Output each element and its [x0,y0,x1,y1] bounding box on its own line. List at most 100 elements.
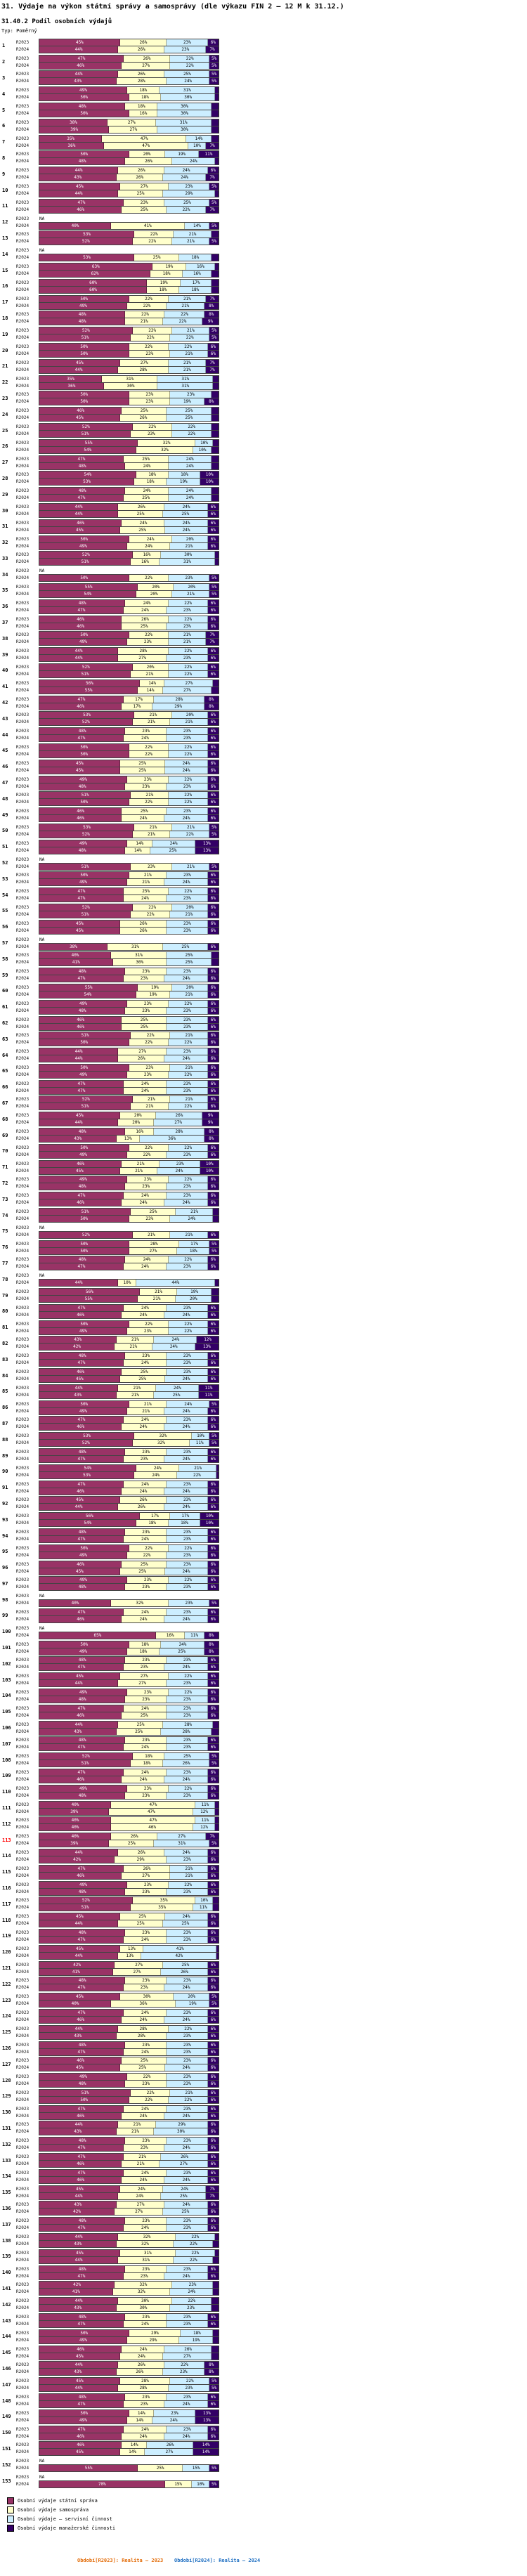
bar-period-label: R2024 [16,527,30,533]
segment-servisni-cinnost: 24% [164,975,208,982]
segment-samosprava: 21% [132,719,171,726]
segment-manazerske-cinnosti [211,687,219,694]
segment-manazerske-cinnosti: 6% [207,504,219,510]
stacked-bar: 43% 28% 23% 6% [39,2031,219,2040]
stacked-bar: 43% 21% 24% 12% [39,1336,219,1344]
bar-line: R2024 43% 13% 36% 8% [15,1135,219,1143]
segment-servisni-cinnost: 23% [167,1417,208,1424]
bar-line: R2024 49% 21% 24% 6% [15,1407,219,1415]
bar-line: R2023 50% 14% 23% 13% [15,2409,219,2417]
bar-line: R2024 51% 21% 22% 6% [15,1102,219,1111]
row-bars: R2023 48% 24% 22% 6% R2024 47% 24% 23% 6% [15,599,219,614]
row-number: 143 [2,2317,11,2324]
segment-manazerske-cinnosti [214,190,219,197]
stacked-bar: 46% 26% 22% 6% [39,615,219,623]
segment-samosprava: 46% [111,1824,194,1831]
segment-manazerske-cinnosti: 6% [207,911,219,918]
segment-samosprava: 21% [125,318,163,325]
bar-period-label: R2024 [16,479,30,485]
segment-manazerske-cinnosti: 5% [209,2001,219,2008]
segment-samosprava: 16% [125,1128,155,1136]
bar-line: R2024 43% 26% 23% 8% [15,2368,219,2376]
chart-row: 10 R2023 45% 27% 23% 5% R2024 44% 25% 29% [0,182,232,198]
bar-period-label: R2024 [16,623,30,629]
segment-samosprava: 18% [131,1760,163,1767]
row-number: 67 [2,1100,8,1106]
bar-line: R2023 48% 23% 23% 6% [15,2265,219,2273]
segment-samosprava: 25% [119,1376,165,1383]
chart-row: 144 R2023 50% 29% 18% R2024 49% 29% 19% [0,2329,232,2345]
stacked-bar: 47% 17% 28% 8% [39,695,219,703]
bar-period-label: R2023 [16,1514,30,1519]
stacked-bar: 48% 23% 23% 6% [39,2393,219,2402]
bar-period-label: R2023 [16,1065,30,1070]
segment-servisni-cinnost: 30% [154,2128,208,2135]
row-number: 65 [2,1068,8,1074]
segment-manazerske-cinnosti: 6% [207,1856,219,1863]
segment-manazerske-cinnosti: 5% [209,590,219,597]
segment-manazerske-cinnosti: 6% [207,735,219,742]
row-number: 149 [2,2414,11,2420]
row-number: 129 [2,2093,11,2100]
segment-manazerske-cinnosti: 6% [207,1376,219,1383]
segment-manazerske-cinnosti: 6% [207,2394,219,2401]
segment-statni-sprava: 48% [39,1737,126,1744]
bar-line: R2024 60% 18% 18% [15,285,219,294]
segment-servisni-cinnost: 22% [168,1071,208,1078]
segment-statni-sprava: 46% [39,1160,122,1167]
segment-samosprava: 24% [122,2016,165,2023]
row-bars: R2023 45% 26% 23% 6% R2024 44% 26% 23% 7% [15,38,219,53]
bar-line: R2023 44% 26% 24% 6% [15,167,219,175]
bar-line: R2024 46% 24% 24% 6% [15,2175,219,2184]
bar-period-label: R2023 [16,937,30,942]
row-number: 117 [2,1901,11,1907]
segment-samosprava: 25% [122,1023,167,1030]
segment-samosprava: 26% [118,2362,165,2369]
row-number: 132 [2,2141,11,2147]
chart-row: 1 R2023 45% 26% 23% 6% R2024 44% 26% 23% 7% [0,38,232,54]
bar-period-label: R2024 [16,1296,30,1302]
bar-line: R2024 44% 20% 27% 9% [15,1119,219,1127]
segment-samosprava: 35% [131,1904,194,1911]
segment-statni-sprava: 51% [39,1760,131,1767]
segment-manazerske-cinnosti: 6% [207,767,219,774]
bar-period-label: R2023 [16,2362,30,2368]
row-number: 112 [2,1821,11,1827]
bar-period-label: R2023 [16,424,30,430]
stacked-bar: 50% 22% 22% 6% [39,2095,219,2104]
bar-period-label: R2024 [16,367,30,372]
segment-servisni-cinnost: 20% [171,712,208,719]
segment-servisni-cinnost: 22% [168,648,208,655]
segment-servisni-cinnost: 22% [168,1785,208,1792]
segment-statni-sprava: 50% [39,295,129,302]
segment-statni-sprava: 49% [39,2416,127,2424]
segment-statni-sprava: 54% [39,590,136,597]
chart-row: 65 R2023 50% 23% 21% 6% R2024 49% 23% 22% 6% [0,1063,232,1079]
segment-servisni-cinnost: 22% [168,1577,208,1584]
row-number: 15 [2,267,8,273]
segment-samosprava: 24% [123,1360,167,1367]
stacked-bar: 47% 24% 23% 6% [39,2008,219,2017]
segment-samosprava: 26% [123,55,171,62]
stacked-bar: 51% 22% 22% 5% [39,334,219,342]
segment-manazerske-cinnosti [211,462,219,469]
bar-period-label: R2023 [16,1674,30,1679]
stacked-bar: 46% 24% 24% 6% [39,2175,219,2184]
segment-samosprava: 28% [118,2025,169,2032]
stacked-bar: 47% 23% 24% 6% [39,1984,219,1992]
stacked-bar: 41% 30% 25% [39,958,219,967]
segment-statni-sprava: 52% [39,1440,133,1447]
segment-manazerske-cinnosti: 6% [207,2032,219,2039]
bar-line: R2024 49% 23% 21% 7% [15,638,219,646]
row-number: 150 [2,2430,11,2436]
segment-statni-sprava: 48% [39,1888,126,1895]
bar-line: R2023 48% 23% 23% 6% [15,1736,219,1745]
chart-row: 12 R2023 NA R2024 40% 41% 14% 5% [0,214,232,230]
row-bars: R2023 44% 21% 29% 6% R2024 43% 21% 30% 6% [15,2121,219,2136]
segment-manazerske-cinnosti: 6% [207,2154,219,2161]
segment-statni-sprava: 44% [39,366,119,373]
segment-samosprava: 20% [138,583,174,590]
bar-line: R2023 50% 21% 23% 6% [15,871,219,880]
bar-period-label: R2023 [16,1097,30,1102]
segment-manazerske-cinnosti: 6% [207,2433,219,2440]
